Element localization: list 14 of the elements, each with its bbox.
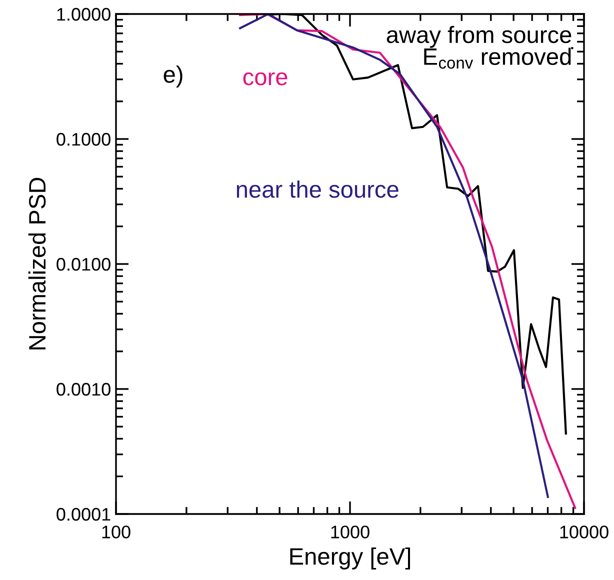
- y-tick-label: 0.0010: [56, 382, 110, 396]
- y-axis-title: Normalized PSD: [28, 178, 46, 350]
- y-tick-label: 0.1000: [56, 132, 110, 146]
- legend-label: away from source E$_{conv}$ removed: [386, 26, 572, 69]
- x-axis-title: Energy [eV]: [290, 548, 410, 570]
- annotation: e): [164, 65, 182, 88]
- x-tick-label: 1000: [331, 526, 370, 538]
- y-tick-label: 0.0100: [56, 258, 110, 271]
- x-tick-label: 100: [102, 526, 130, 538]
- text: near the source: [236, 180, 398, 198]
- x-tick-label: 10000: [560, 526, 608, 538]
- y-tick-label: 1.0000: [57, 8, 110, 21]
- y-tick-label: 0.0001: [56, 508, 110, 521]
- series-label: core: [243, 72, 288, 86]
